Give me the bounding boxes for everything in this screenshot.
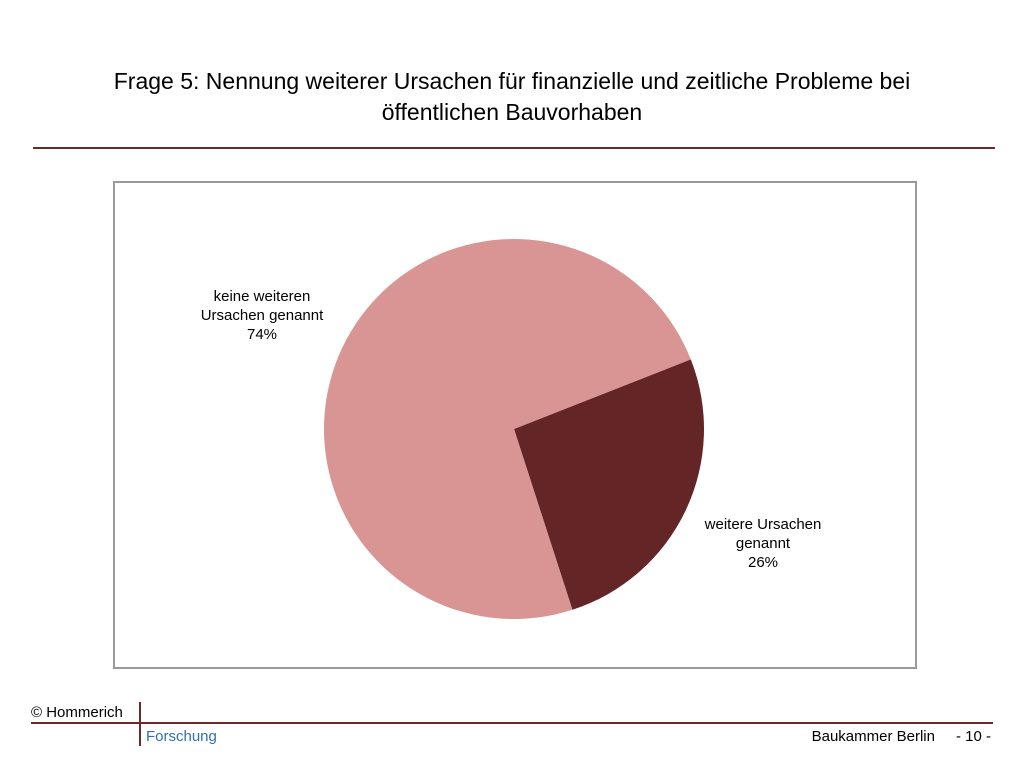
slide-title: Frage 5: Nennung weiterer Ursachen für f… <box>40 66 984 128</box>
slide-title-line-2: öffentlichen Bauvorhaben <box>381 99 643 125</box>
footer-organization: Baukammer Berlin <box>811 728 935 745</box>
slice-label-line: 26% <box>748 554 778 571</box>
slice-label-line: genannt <box>736 535 791 552</box>
chart-frame: keine weiteren Ursachen genannt 74% weitere… <box>113 181 917 669</box>
slice-label-line: keine weiteren <box>214 288 311 305</box>
footer-divider <box>31 722 993 724</box>
pie-slice-keine-weiteren-ursachen <box>324 239 691 620</box>
slice-label-line: weitere Ursachen <box>704 516 822 533</box>
footer-vertical-divider <box>139 702 141 746</box>
pie-slice-weitere-ursachen <box>514 359 704 610</box>
slice-label-line: Ursachen genannt <box>201 307 324 324</box>
pie-chart: keine weiteren Ursachen genannt 74% weitere… <box>201 239 822 620</box>
slide-title-line-1: Frage 5: Nennung weiterer Ursachen für f… <box>113 68 911 94</box>
footer-copyright: © Hommerich <box>31 704 123 721</box>
slice-label-weitere-ursachen: weitere Ursachen genannt 26% <box>704 516 822 571</box>
footer-department: Forschung <box>146 728 217 745</box>
footer-page-number: - 10 - <box>955 728 991 745</box>
title-divider <box>33 147 995 149</box>
slice-label-keine-weiteren-ursachen: keine weiteren Ursachen genannt 74% <box>201 288 324 343</box>
slice-label-line: 74% <box>247 326 277 343</box>
